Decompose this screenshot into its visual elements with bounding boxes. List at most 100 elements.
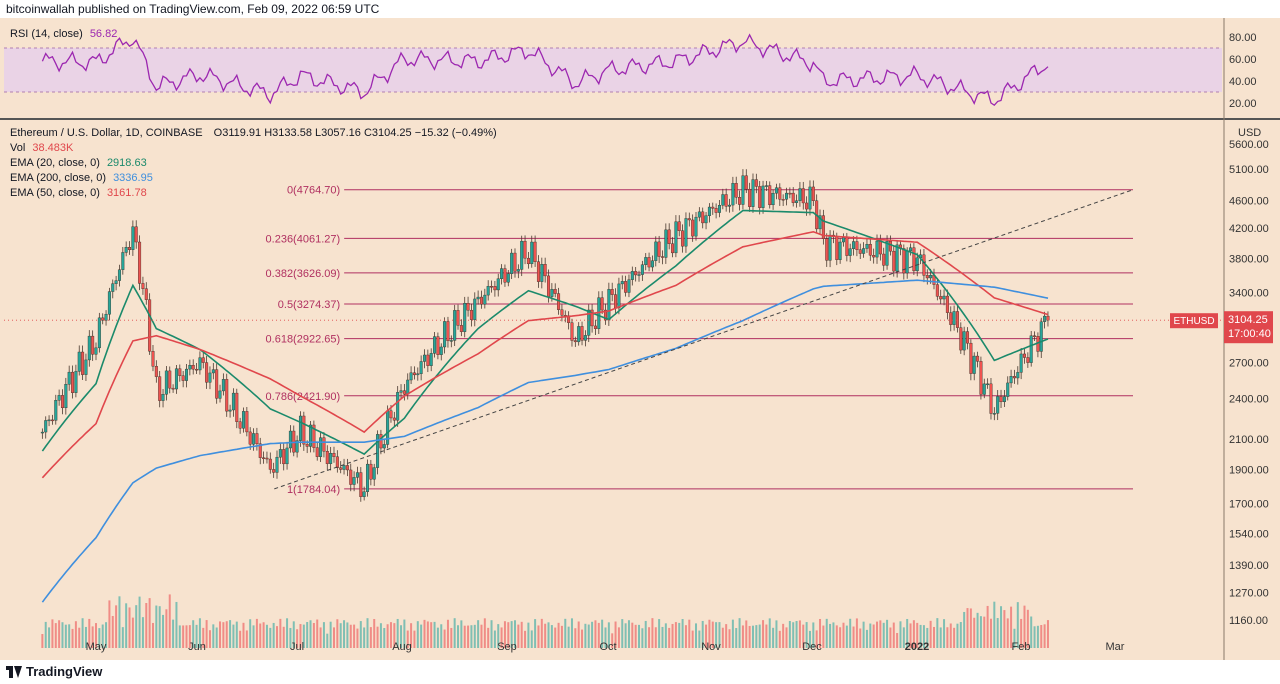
volume-bar [513, 620, 516, 648]
price-tick-label: 4200.00 [1229, 223, 1269, 235]
candle-body [255, 433, 259, 445]
volume-bar [229, 620, 232, 648]
candle-body [543, 264, 547, 277]
volume-bar [473, 624, 476, 648]
volume-bar [762, 620, 765, 648]
volume-value: 38.483K [32, 142, 74, 154]
candle-body [352, 477, 356, 485]
candle-body [168, 370, 172, 389]
candle-body [1043, 315, 1047, 322]
candle-body [493, 286, 497, 291]
candle-body [238, 421, 242, 429]
volume-bar [631, 622, 634, 648]
volume-bar [363, 627, 366, 648]
volume-bar [648, 627, 651, 648]
chart-frame[interactable]: 80.00 60.00 40.00 20.00 0(4764.70) 0.236(4061… [0, 18, 1280, 660]
candle-body [506, 273, 510, 283]
candle-body [382, 444, 386, 449]
candle-body [295, 440, 299, 453]
candle-body [791, 192, 795, 203]
open-value: 3119.91 [222, 127, 262, 139]
price-tick-label: 5100.00 [1229, 164, 1269, 176]
price-tick-label: 1270.00 [1229, 587, 1269, 599]
volume-bar [423, 619, 426, 648]
candle-body [627, 279, 631, 293]
candle-body [560, 309, 564, 316]
volume-bar [242, 622, 245, 648]
candle-body [724, 194, 728, 207]
volume-bar [530, 630, 533, 648]
candle-body [379, 434, 383, 449]
fib-level-label: 0.618(2922.65) [266, 334, 341, 346]
volume-bar [741, 625, 744, 648]
candle-body [466, 303, 470, 311]
candle-body [634, 271, 638, 276]
volume-bar [534, 619, 537, 648]
volume-bar [430, 622, 433, 648]
candle-body [774, 187, 778, 194]
candle-body [275, 456, 279, 473]
candle-body [57, 395, 61, 401]
candle-body [312, 424, 316, 448]
volume-bar [1043, 624, 1046, 648]
candle-body [439, 346, 443, 355]
candle-body [550, 289, 554, 297]
fib-level-label: 0.236(4061.27) [266, 233, 341, 245]
fib-level-label: 0(4764.70) [287, 185, 340, 197]
candle-body [67, 371, 71, 385]
ticker-badge-label: ETHUSD [1173, 316, 1214, 327]
candle-body [798, 188, 802, 201]
candle-body [654, 241, 658, 261]
volume-bar [138, 596, 141, 648]
candle-body [657, 241, 661, 257]
candle-body [969, 342, 973, 374]
candle-body [221, 379, 225, 392]
volume-bar [145, 603, 148, 648]
volume-bar [651, 618, 654, 648]
volume-bar [108, 600, 111, 648]
change-value: −15.32 (−0.49%) [414, 127, 497, 139]
candle-body [573, 340, 577, 343]
price-tick-label: 4600.00 [1229, 195, 1269, 207]
candle-body [674, 221, 678, 254]
volume-bar [581, 629, 584, 648]
volume-bar [1030, 616, 1033, 648]
candle-body [604, 309, 608, 321]
price-tick-label: 3400.00 [1229, 287, 1269, 299]
volume-bar [896, 632, 899, 648]
volume-bar [882, 622, 885, 648]
tradingview-logo[interactable]: TradingView [6, 664, 102, 679]
candle-body [684, 218, 688, 247]
candle-body [865, 244, 869, 249]
volume-bar [470, 625, 473, 648]
time-axis-label: Sep [497, 641, 517, 653]
volume-bar [279, 618, 282, 648]
candle-body [104, 313, 108, 321]
volume-bar [906, 618, 909, 648]
candle-body [459, 325, 463, 332]
volume-bar [715, 622, 718, 648]
volume-bar [1003, 610, 1006, 648]
volume-bar [101, 624, 104, 648]
candle-body [231, 392, 235, 411]
candle-body [392, 417, 396, 421]
volume-bar [949, 623, 952, 648]
candle-body [355, 472, 359, 478]
volume-bar [597, 622, 600, 648]
candle-body [909, 247, 913, 252]
candle-body [1016, 372, 1020, 379]
rsi-legend: RSI (14, close) 56.82 [10, 27, 117, 42]
candle-body [201, 357, 205, 363]
candle-body [577, 326, 581, 343]
volume-bar [58, 620, 61, 648]
candle-body [996, 396, 1000, 414]
candle-body [785, 192, 789, 200]
volume-bar [436, 627, 439, 648]
candle-body [590, 309, 594, 327]
volume-bar [986, 605, 989, 648]
candle-body [47, 419, 51, 422]
price-chart[interactable]: 80.00 60.00 40.00 20.00 0(4764.70) 0.236(4061… [0, 18, 1280, 660]
volume-bar [953, 627, 956, 648]
volume-bar [78, 627, 81, 648]
candle-body [138, 241, 142, 284]
